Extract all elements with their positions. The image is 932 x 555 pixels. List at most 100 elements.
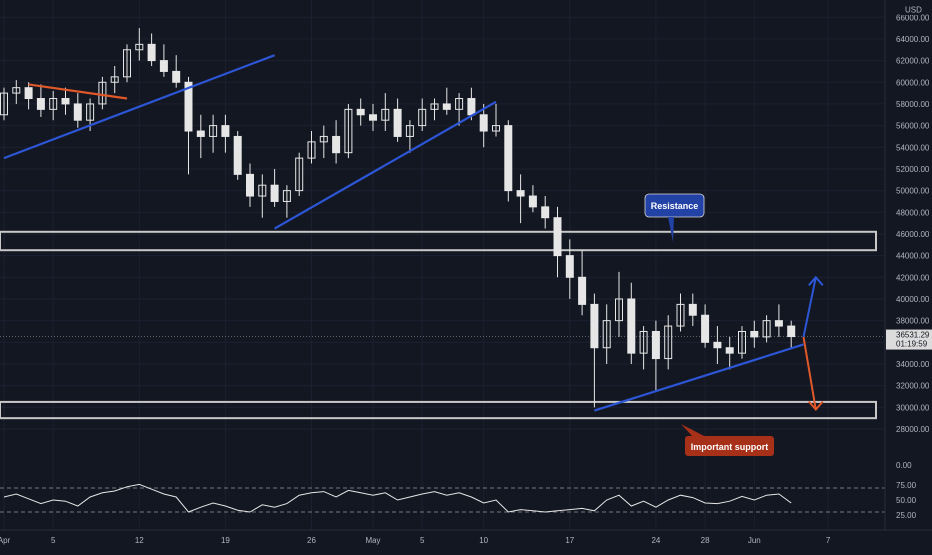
candle-body[interactable]: [430, 103, 439, 110]
candle-body[interactable]: [528, 195, 537, 208]
resistance-callout[interactable]: Resistance: [644, 193, 705, 242]
candle-body[interactable]: [492, 125, 500, 132]
candle-body[interactable]: [565, 255, 574, 278]
candle-body[interactable]: [332, 135, 341, 154]
currency-badge-bg: [901, 4, 921, 15]
candle-body[interactable]: [86, 103, 95, 121]
candle-body[interactable]: [295, 157, 304, 192]
price-tick-label: 40000.00: [896, 295, 930, 304]
candle-body[interactable]: [541, 206, 550, 219]
candle-body[interactable]: [627, 298, 636, 354]
time-axis[interactable]: Apr 5 12 19 26 May 5 10 17 24 28 Jun 7: [0, 536, 831, 545]
candle-body[interactable]: [147, 43, 156, 62]
candle-body[interactable]: [184, 81, 193, 132]
candle-body[interactable]: [787, 325, 796, 338]
candle-body[interactable]: [61, 98, 70, 105]
candle-body[interactable]: [713, 341, 722, 349]
candle-body[interactable]: [688, 303, 697, 316]
resistance-callout-pointer: [668, 217, 674, 242]
candle-body[interactable]: [221, 125, 230, 137]
candle-body[interactable]: [553, 217, 562, 257]
time-tick-label: 19: [221, 536, 230, 545]
grid: [0, 0, 885, 530]
time-tick-label: Apr: [0, 536, 11, 545]
candle-body[interactable]: [774, 320, 783, 327]
candle-body[interactable]: [750, 330, 759, 338]
candle-body[interactable]: [98, 81, 107, 105]
candle-body[interactable]: [319, 135, 328, 143]
orange-arrow-head[interactable]: [808, 400, 824, 412]
blue-trendline[interactable]: [274, 100, 497, 230]
candle-body[interactable]: [738, 330, 746, 354]
candle-body[interactable]: [49, 98, 58, 110]
support-callout[interactable]: Important support: [681, 424, 774, 456]
candle-body[interactable]: [701, 314, 710, 343]
candle-body[interactable]: [196, 130, 205, 137]
candle-body[interactable]: [639, 330, 648, 354]
candle-body[interactable]: [282, 190, 291, 202]
candle-body[interactable]: [762, 320, 771, 338]
candle-body[interactable]: [356, 108, 365, 116]
candle-body[interactable]: [369, 114, 377, 121]
candle-body[interactable]: [725, 347, 734, 354]
candle-body[interactable]: [578, 276, 587, 305]
last-price-badge: 36531.29 01:19:59: [886, 329, 932, 350]
candle-body[interactable]: [651, 330, 660, 360]
candle-body[interactable]: [602, 320, 611, 349]
price-tick-label: 46000.00: [896, 230, 930, 239]
blue-arrow-head[interactable]: [808, 275, 824, 286]
price-tick-label: 44000.00: [896, 252, 930, 261]
trendlines[interactable]: [3, 54, 804, 412]
orange-arrow-shaft[interactable]: [802, 336, 817, 410]
projection-arrows[interactable]: [802, 275, 824, 412]
candle-body[interactable]: [12, 87, 21, 94]
candle-body[interactable]: [246, 173, 254, 197]
price-tick-label: 64000.00: [896, 35, 930, 44]
candle-body[interactable]: [73, 103, 82, 121]
candle-body[interactable]: [24, 87, 33, 100]
candle-body[interactable]: [455, 98, 464, 110]
candle-body[interactable]: [467, 98, 476, 116]
candle-body[interactable]: [270, 184, 279, 202]
blue-arrow-shaft[interactable]: [802, 277, 817, 338]
candle-body[interactable]: [381, 108, 390, 121]
candle-body[interactable]: [159, 60, 168, 72]
candle-body[interactable]: [344, 108, 353, 154]
candle-body[interactable]: [615, 298, 623, 322]
candle-body[interactable]: [258, 184, 267, 197]
candle-body[interactable]: [209, 125, 218, 137]
time-tick-label: 5: [420, 536, 425, 545]
price-tick-label: 58000.00: [896, 100, 930, 109]
blue-trendline[interactable]: [3, 54, 275, 160]
orange-trendline[interactable]: [28, 83, 128, 100]
candle-body[interactable]: [110, 76, 119, 83]
support-callout-pointer: [681, 424, 706, 437]
candle-body[interactable]: [135, 43, 144, 51]
candle-body[interactable]: [479, 114, 488, 132]
candle-body[interactable]: [36, 98, 45, 110]
candle-body[interactable]: [590, 303, 599, 349]
blue-trendline[interactable]: [594, 343, 804, 412]
candle-body[interactable]: [233, 135, 242, 175]
candle-body[interactable]: [172, 70, 181, 83]
price-zone: [0, 400, 877, 420]
rsi-line: [3, 483, 792, 513]
currency-label: USD: [905, 6, 922, 15]
rsi-tick-label: 50.00: [896, 496, 917, 505]
candle-body[interactable]: [405, 125, 414, 137]
candle-body[interactable]: [504, 125, 513, 192]
candle-body[interactable]: [664, 325, 673, 360]
candle-body[interactable]: [123, 49, 131, 78]
candles[interactable]: [0, 28, 796, 408]
candle-body[interactable]: [516, 190, 525, 197]
candle-body[interactable]: [0, 92, 8, 116]
candle-body[interactable]: [393, 108, 402, 137]
time-tick-label: 12: [135, 536, 144, 545]
candle-body[interactable]: [442, 103, 451, 110]
candle-body[interactable]: [418, 108, 427, 127]
candle-body[interactable]: [676, 303, 685, 327]
candle-body[interactable]: [307, 141, 316, 159]
